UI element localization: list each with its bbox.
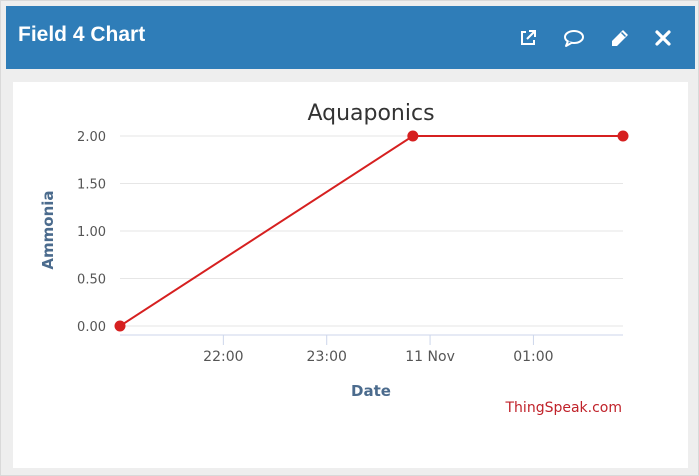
x-tick-label: 23:00 [307, 349, 347, 365]
y-tick-label: 2.00 [77, 130, 106, 145]
data-point[interactable] [407, 130, 419, 142]
external-link-icon [521, 30, 536, 45]
widget-title: Field 4 Chart [18, 23, 146, 46]
y-axis-title: Ammonia [39, 190, 57, 269]
data-point[interactable] [114, 320, 126, 332]
data-point[interactable] [617, 130, 629, 142]
y-tick-label: 1.50 [77, 178, 106, 193]
comment-icon [564, 30, 584, 47]
credits-link[interactable]: ThingSpeak.com [505, 400, 623, 416]
x-tick-label: 11 Nov [405, 349, 455, 365]
pencil-icon [612, 30, 628, 46]
comment-button[interactable] [562, 26, 586, 50]
x-axis-title: Date [351, 382, 391, 400]
widget-header: Field 4 Chart [6, 6, 695, 69]
x-tick-label: 22:00 [203, 349, 243, 365]
chart-svg: Aquaponics 0.00 0.50 1.00 1.50 2.00 22:00 23:… [39, 101, 629, 416]
y-tick-label: 0.00 [77, 320, 106, 335]
x-tick-label: 01:00 [513, 349, 553, 365]
chart-panel: Aquaponics 0.00 0.50 1.00 1.50 2.00 22:00 23:… [13, 82, 688, 468]
y-tick-label: 1.00 [77, 225, 106, 240]
external-link-button[interactable] [516, 26, 540, 50]
edit-button[interactable] [608, 26, 632, 50]
close-icon [655, 30, 671, 46]
close-button[interactable] [651, 26, 675, 50]
y-tick-label: 0.50 [77, 273, 106, 288]
chart-title: Aquaponics [307, 101, 434, 126]
